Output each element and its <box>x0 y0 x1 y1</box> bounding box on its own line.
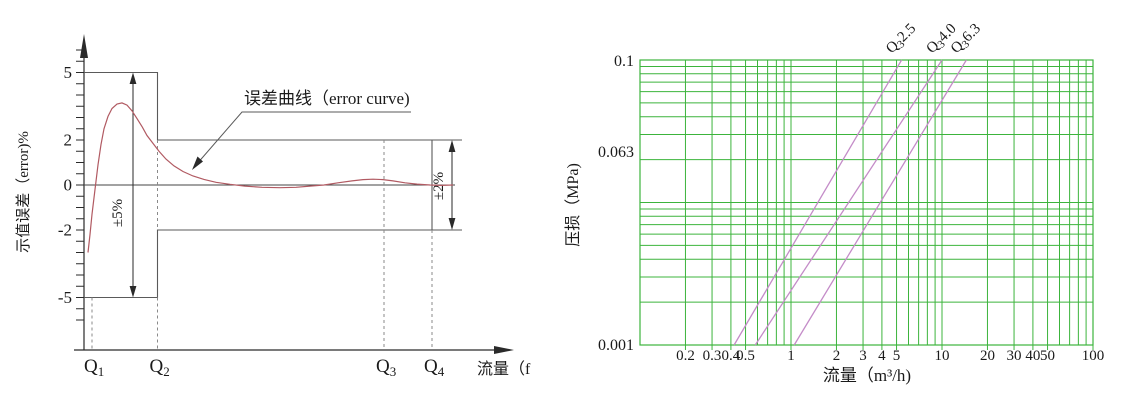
y-axis-arrow-icon <box>80 34 88 58</box>
error-curve-plot: 5 2 0 -2 -5 ±5% ±2% 误差曲线（error curve) Q1 Q2 Q3 Q4 流量… <box>15 34 531 379</box>
band5-arrow-down-icon <box>129 286 137 298</box>
y-tick-label: 2 <box>64 131 73 150</box>
band2-arrow-down-icon <box>448 218 456 230</box>
envelope-upper <box>84 71 462 141</box>
x-tick-label: 0.5 <box>736 348 755 364</box>
series-label: Q34.0 <box>924 21 962 59</box>
x-tick-label: 0.4 <box>722 348 741 364</box>
error-curve-chart: 5 2 0 -2 -5 ±5% ±2% 误差曲线（error curve) Q1 Q2 Q3 Q4 流量… <box>0 0 548 402</box>
grid-border <box>639 59 1094 346</box>
error-curve-line <box>87 102 454 253</box>
error-plot-group: 5 2 0 -2 -5 ±5% ±2% 误差曲线（error curve) Q1 Q2 Q3 Q4 流量… <box>15 34 531 379</box>
curve-label: 误差曲线（error curve) <box>244 89 410 108</box>
x-axis-arrow-icon <box>494 346 514 354</box>
band5-label: ±5% <box>110 199 126 227</box>
y-tick-label: -5 <box>58 288 72 307</box>
pressure-loss-chart: Q32.5 Q34.0 Q36.3 0.2 0.3 0.4 0.5 1 2 3 4 5 10 20 30 40… <box>560 0 1137 402</box>
x-tick-label: Q1 <box>84 356 104 379</box>
x-tick-label: 30 <box>1007 348 1022 364</box>
curve-label-leader <box>195 111 411 166</box>
x-tick-label: 100 <box>1082 348 1105 364</box>
x-tick-label: 50 <box>1040 348 1055 364</box>
series-line-q3-4.0 <box>754 59 943 346</box>
x-tick-label: 0.3 <box>703 348 722 364</box>
series-line-q3-6.3 <box>793 59 967 346</box>
band5-arrow-up-icon <box>129 72 137 84</box>
y-tick-label: 0.001 <box>598 337 634 354</box>
x-axis-title: 流量（m³/h) <box>823 366 911 385</box>
x-tick-label: Q2 <box>150 356 170 379</box>
x-tick-label: 4 <box>878 348 886 364</box>
x-tick-label: 3 <box>859 348 867 364</box>
x-tick-label: 2 <box>833 348 841 364</box>
y-tick-label: 5 <box>64 63 73 82</box>
y-tick-label: -2 <box>58 221 72 240</box>
x-tick-label: Q3 <box>376 356 396 379</box>
y-tick-label: 0 <box>64 176 73 195</box>
x-tick-label: 20 <box>980 348 995 364</box>
q-dashed-lines <box>91 140 433 350</box>
y-axis-title: 示值误差（error)% <box>15 131 32 253</box>
y-tick-label: 0.063 <box>598 144 634 161</box>
band2-label: ±2% <box>431 172 447 200</box>
y-axis-ticks <box>76 49 84 321</box>
x-tick-label: Q4 <box>424 356 445 379</box>
x-axis-title: 流量（f <box>477 360 531 378</box>
envelope-lower <box>84 229 462 299</box>
x-tick-label: 5 <box>893 348 901 364</box>
band2-arrow-up-icon <box>448 140 456 152</box>
x-tick-label: 40 <box>1025 348 1040 364</box>
x-tick-label: 10 <box>935 348 950 364</box>
leader-arrow-icon <box>192 156 203 170</box>
log-grid <box>639 59 1094 346</box>
series-label: Q32.5 <box>883 21 921 59</box>
x-tick-label: 1 <box>787 348 795 364</box>
x-tick-label: 0.2 <box>676 348 695 364</box>
y-tick-label: 0.1 <box>614 53 634 70</box>
series-line-q3-2.5 <box>733 59 903 346</box>
y-axis-title: 压损（MPa) <box>564 163 582 247</box>
